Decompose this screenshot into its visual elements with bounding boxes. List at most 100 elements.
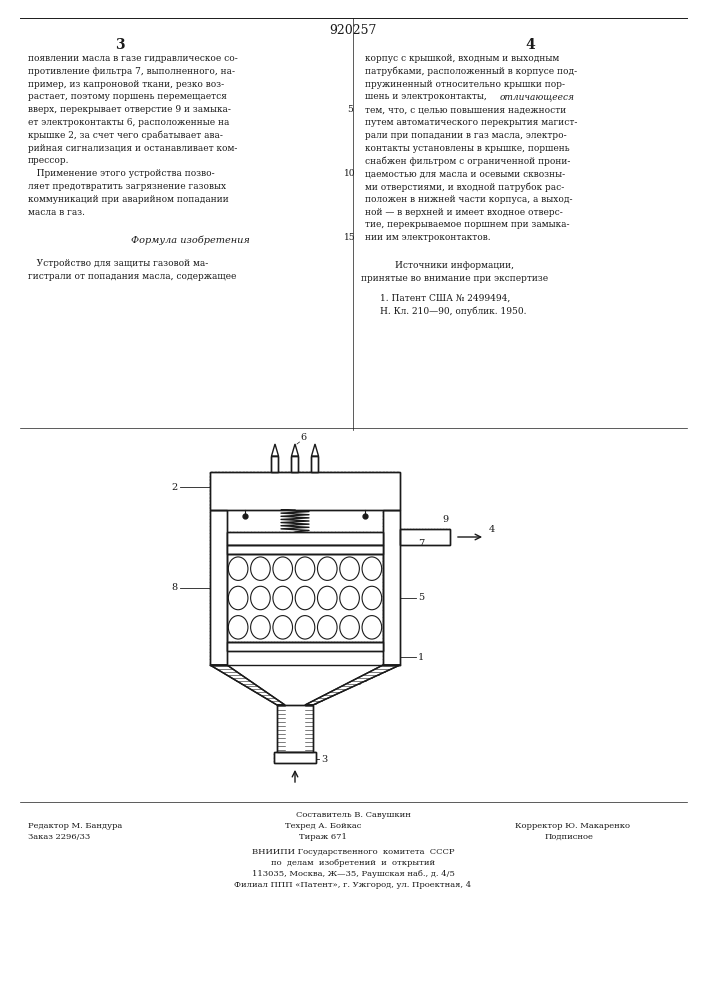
Text: 4: 4 [525,38,535,52]
Text: путем автоматического перекрытия магист-: путем автоматического перекрытия магист- [365,118,578,127]
Ellipse shape [362,557,382,580]
Text: 15: 15 [344,233,356,242]
Bar [400,529,450,545]
Bar [277,705,313,752]
Bar [383,510,400,665]
Text: снабжен фильтром с ограниченной прони-: снабжен фильтром с ограниченной прони- [365,156,571,166]
Text: Заказ 2296/33: Заказ 2296/33 [28,833,90,841]
Text: отличающееся: отличающееся [500,92,575,101]
Text: коммуникаций при аварийном попадании: коммуникаций при аварийном попадании [28,195,229,204]
Text: по  делам  изобретений  и  открытий: по делам изобретений и открытий [271,859,435,867]
Text: 7: 7 [418,539,424,548]
Text: ет электроконтакты 6, расположенные на: ет электроконтакты 6, расположенные на [28,118,229,127]
Text: Источники информации,: Источники информации, [395,261,515,270]
Text: ми отверстиями, и входной патрубок рас-: ми отверстиями, и входной патрубок рас- [365,182,564,192]
Text: Устройство для защиты газовой ма-: Устройство для защиты газовой ма- [28,259,209,268]
Polygon shape [312,444,318,456]
Text: Корректор Ю. Макаренко: Корректор Ю. Макаренко [515,822,630,830]
Ellipse shape [317,586,337,610]
Bar [274,752,316,763]
Ellipse shape [340,616,359,639]
Ellipse shape [296,557,315,580]
Text: противление фильтра 7, выполненного, на-: противление фильтра 7, выполненного, на- [28,67,235,76]
Text: Составитель В. Савушкин: Составитель В. Савушкин [296,811,411,819]
Ellipse shape [228,557,248,580]
Bar [227,642,383,651]
Bar [210,472,400,510]
Text: ВНИИПИ Государственного  комитета  СССР: ВНИИПИ Государственного комитета СССР [252,848,455,856]
Ellipse shape [317,557,337,580]
Ellipse shape [340,557,359,580]
Ellipse shape [250,586,270,610]
Polygon shape [305,665,400,705]
Bar [277,705,313,752]
Ellipse shape [273,586,293,610]
Bar [274,752,316,763]
Ellipse shape [250,616,270,639]
Text: цаемостью для масла и осевыми сквозны-: цаемостью для масла и осевыми сквозны- [365,169,565,178]
Ellipse shape [228,616,248,639]
Text: нии им электроконтактов.: нии им электроконтактов. [365,233,491,242]
Text: 1: 1 [418,652,424,662]
Text: Применение этого устройства позво-: Применение этого устройства позво- [28,169,215,178]
Text: 3: 3 [115,38,125,52]
Ellipse shape [362,616,382,639]
Text: 8: 8 [172,583,178,592]
Text: 1. Патент США № 2499494,: 1. Патент США № 2499494, [380,293,510,302]
Ellipse shape [296,586,315,610]
Text: Формула изобретения: Формула изобретения [131,236,250,245]
Text: 5: 5 [347,105,353,114]
Bar [227,532,383,545]
Text: масла в газ.: масла в газ. [28,208,85,217]
Text: пример, из капроновой ткани, резко воз-: пример, из капроновой ткани, резко воз- [28,80,224,89]
Bar [227,532,383,545]
Bar [271,456,279,472]
Polygon shape [271,444,279,456]
Text: корпус с крышкой, входным и выходным: корпус с крышкой, входным и выходным [365,54,559,63]
Text: тие, перекрываемое поршнем при замыка-: тие, перекрываемое поршнем при замыка- [365,220,570,229]
Text: Подписное: Подписное [545,833,594,841]
Bar [210,472,400,510]
Bar [291,456,298,472]
Ellipse shape [273,616,293,639]
Text: 5: 5 [418,593,424,602]
Text: принятые во внимание при экспертизе: принятые во внимание при экспертизе [361,274,549,283]
Ellipse shape [362,586,382,610]
Text: ной — в верхней и имеет входное отверс-: ной — в верхней и имеет входное отверс- [365,208,563,217]
Text: вверх, перекрывает отверстие 9 и замыка-: вверх, перекрывает отверстие 9 и замыка- [28,105,231,114]
Text: Тираж 671: Тираж 671 [299,833,347,841]
Text: пружиненный относительно крышки пор-: пружиненный относительно крышки пор- [365,80,565,89]
Bar [227,545,383,554]
Text: 9: 9 [442,515,448,524]
Ellipse shape [273,557,293,580]
Bar [400,529,450,545]
Text: 4: 4 [489,524,495,534]
Text: 113035, Москва, Ж—35, Раушская наб., д. 4/5: 113035, Москва, Ж—35, Раушская наб., д. … [252,870,455,878]
Bar [210,510,227,665]
Text: появлении масла в газе гидравлическое со-: появлении масла в газе гидравлическое со… [28,54,238,63]
Polygon shape [210,665,285,705]
Ellipse shape [296,616,315,639]
Text: ляет предотвратить загрязнение газовых: ляет предотвратить загрязнение газовых [28,182,226,191]
Text: растает, поэтому поршень перемещается: растает, поэтому поршень перемещается [28,92,227,101]
Text: крышке 2, за счет чего срабатывает ава-: крышке 2, за счет чего срабатывает ава- [28,131,223,140]
Bar [227,545,383,554]
Text: Н. Кл. 210—90, опублик. 1950.: Н. Кл. 210—90, опублик. 1950. [380,306,527,316]
Text: контакты установлены в крышке, поршень: контакты установлены в крышке, поршень [365,144,570,153]
Bar [383,510,400,665]
Text: тем, что, с целью повышения надежности: тем, что, с целью повышения надежности [365,105,566,114]
Text: рали при попадании в газ масла, электро-: рали при попадании в газ масла, электро- [365,131,566,140]
Text: прессор.: прессор. [28,156,69,165]
Bar [291,456,298,472]
Ellipse shape [250,557,270,580]
Polygon shape [291,444,298,456]
Text: 920257: 920257 [329,23,377,36]
Bar [312,456,318,472]
Text: 6: 6 [300,433,307,442]
Text: рийная сигнализация и останавливает ком-: рийная сигнализация и останавливает ком- [28,144,238,153]
Text: патрубками, расположенный в корпусе под-: патрубками, расположенный в корпусе под- [365,67,577,76]
Ellipse shape [228,586,248,610]
Bar [312,456,318,472]
Text: 10: 10 [344,169,356,178]
Text: положен в нижней части корпуса, а выход-: положен в нижней части корпуса, а выход- [365,195,573,204]
